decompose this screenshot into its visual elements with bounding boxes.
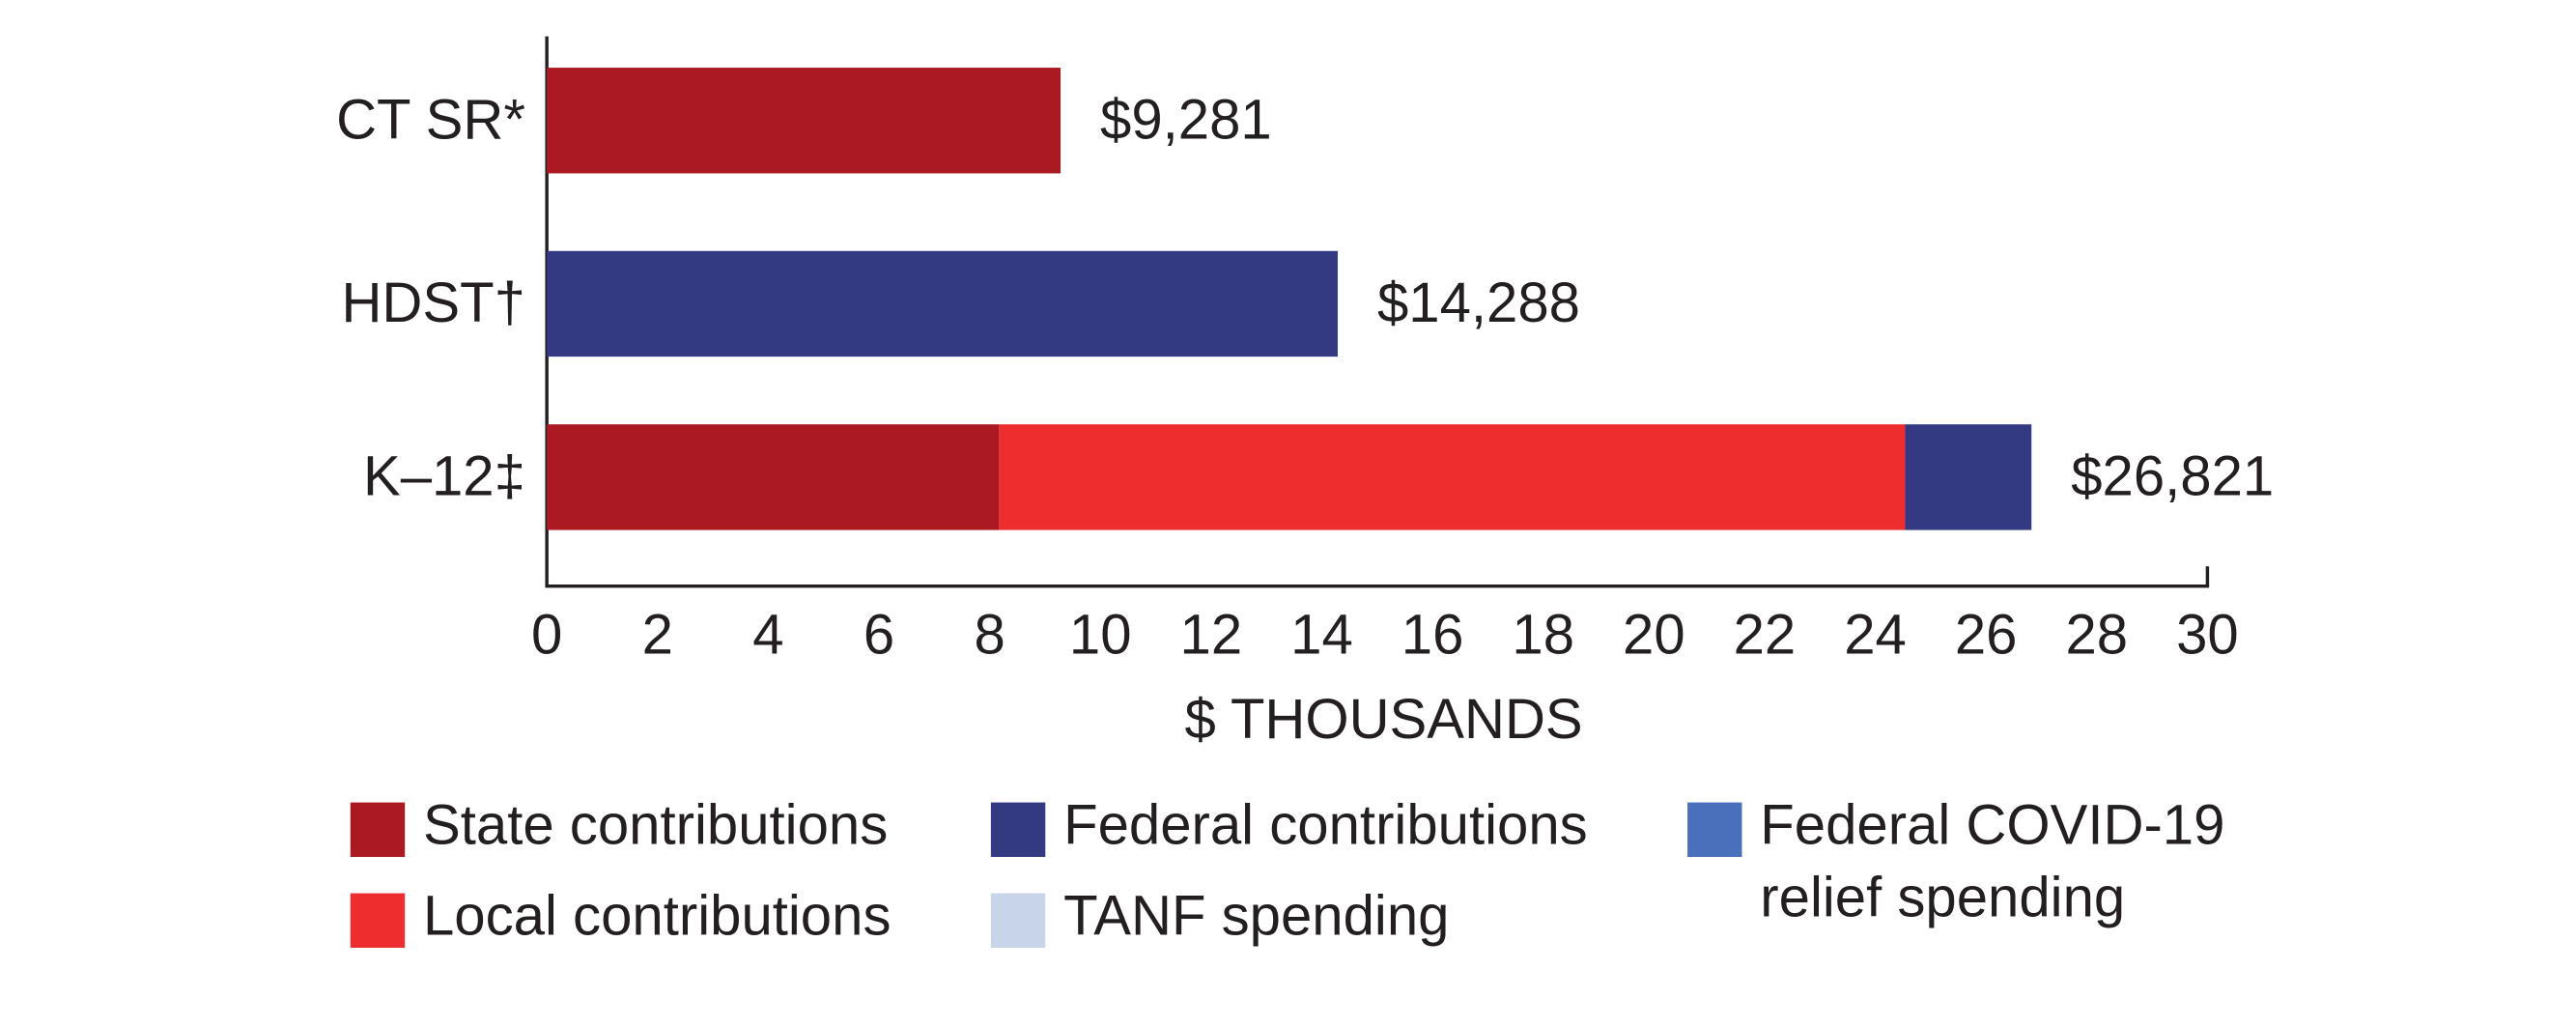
x-tick-label: 6 [863, 604, 894, 667]
x-tick-label: 4 [752, 604, 783, 667]
legend-swatch [990, 802, 1046, 857]
legend-label: Local contributions [422, 885, 892, 948]
x-tick-label: 8 [974, 604, 1005, 667]
x-tick-label: 16 [1401, 604, 1464, 667]
x-tick-label: 24 [1844, 604, 1907, 667]
bar-segment [1905, 424, 2032, 530]
legend-label: Federal COVID-19 relief spending [1760, 794, 2225, 930]
legend-label-box: Federal COVID-19 relief spending [1760, 794, 2225, 930]
legend-label: Federal contributions [1063, 794, 1588, 857]
y-tick-label: CT SR* [336, 89, 525, 152]
x-tick-label: 14 [1290, 604, 1353, 667]
legend-label-box: TANF spending [1063, 885, 1450, 948]
x-tick-label: 0 [531, 604, 562, 667]
x-axis-title: $ THOUSANDS [1185, 688, 1583, 751]
legend-label-box: Local contributions [422, 885, 892, 948]
legend-swatch [350, 893, 406, 948]
bar-segment [547, 68, 1062, 174]
x-tick-label: 10 [1069, 604, 1132, 667]
y-tick-label: HDST† [341, 271, 524, 334]
bar-segment [547, 424, 1000, 530]
legend-swatch [1687, 802, 1742, 857]
legend-label: State contributions [422, 794, 889, 857]
x-tick-label: 26 [1955, 604, 2018, 667]
legend-swatch [990, 893, 1046, 948]
bar-segment [547, 250, 1338, 357]
total-label: $9,281 [1100, 89, 1272, 152]
x-tick-label: 22 [1734, 604, 1797, 667]
x-tick-label: 18 [1512, 604, 1574, 667]
x-tick-label: 20 [1623, 604, 1685, 667]
total-label: $26,821 [2071, 445, 2274, 508]
x-tick-label: 2 [642, 604, 673, 667]
legend-label: TANF spending [1063, 885, 1450, 948]
legend-label-box: Federal contributions [1063, 794, 1588, 857]
legend-swatch [350, 802, 406, 857]
x-tick-label: 12 [1180, 604, 1243, 667]
x-tick-label: 30 [2176, 604, 2239, 667]
bar-segment [999, 424, 1906, 530]
legend-label-box: State contributions [422, 794, 889, 857]
y-tick-label: K–12‡ [363, 445, 525, 508]
x-tick-label: 28 [2065, 604, 2128, 667]
total-label: $14,288 [1377, 271, 1580, 334]
